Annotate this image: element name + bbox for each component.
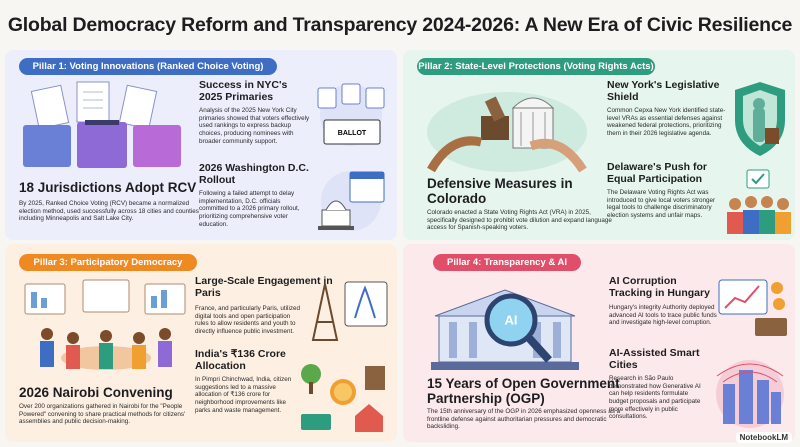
item-heading: AI-Assisted Smart Cities: [609, 347, 700, 371]
ballot-boxes-art: [23, 81, 181, 168]
brand-badge: NotebookLM: [735, 432, 792, 443]
item-heading: Success in NYC's 2025 Primaries: [199, 79, 288, 103]
art-label: BALLOT: [338, 130, 367, 137]
item-body: Hungary's integrity Authority deployed a…: [609, 304, 717, 327]
smart-city-art: [716, 360, 784, 428]
feature-heading: 15 Years of Open Government Partnership …: [427, 376, 620, 406]
item-body: France, and particularly Paris, utilized…: [195, 305, 300, 336]
pillar-label: Pillar 3: Participatory Democracy: [19, 254, 197, 271]
item-heading: Large-Scale Engagement in Paris: [195, 275, 333, 299]
funds-art: [718, 279, 787, 336]
pillar-panel: Pillar 3: Participatory Democracy 2026 N…: [5, 244, 397, 442]
feature-heading: Defensive Measures in Colorado: [427, 176, 573, 206]
art-label: AI: [505, 312, 518, 327]
pillar-label: Pillar 1: Voting Innovations (Ranked Cho…: [19, 58, 277, 75]
item-heading: 2026 Washington D.C. Rollout: [199, 162, 309, 186]
item-heading: Delaware's Push for Equal Participation: [607, 161, 707, 185]
liberty-shield-art: [735, 82, 785, 156]
feature-body: The 15th anniversary of the OGP in 2026 …: [427, 408, 621, 431]
title: Global Democracy Reform and Transparency…: [7, 14, 793, 36]
assembly-art: [24, 279, 186, 370]
courthouse-art: [427, 92, 587, 173]
item-heading: India's ₹136 Crore Allocation: [195, 348, 286, 372]
item-heading: New York's Legislative Shield: [607, 79, 720, 103]
item-body: Following a failed attempt to delay impl…: [199, 190, 300, 228]
item-body: Analysis of the 2025 New York City prima…: [199, 107, 310, 145]
crowd-art: [727, 169, 791, 234]
feature-heading: 18 Jurisdictions Adopt RCV: [19, 180, 197, 195]
ballot-art: BALLOT: [317, 83, 385, 146]
feature-body: Over 200 organizations gathered in Nairo…: [19, 403, 186, 426]
pillar-panel: Pillar 2: State-Level Protections (Votin…: [403, 50, 795, 240]
paris-art: [311, 281, 388, 341]
pillar-panel: Pillar 1: Voting Innovations (Ranked Cho…: [5, 50, 397, 240]
item-body: Common Cepxa New York identified state-l…: [607, 107, 726, 138]
pillar-label: Pillar 4: Transparency & AI: [433, 254, 581, 271]
item-body: In Pimpri Chinchwad, India, citizen sugg…: [195, 376, 292, 414]
item-body: The Delaware Voting Rights Act was intro…: [607, 189, 716, 220]
feature-body: Colorado enacted a State Voting Rights A…: [427, 209, 612, 232]
feature-body: By 2025, Ranked Choice Voting (RCV) beca…: [19, 200, 199, 223]
item-body: Research in São Paulo demonstrated how G…: [609, 375, 701, 421]
item-heading: AI Corruption Tracking in Hungary: [609, 275, 710, 299]
capitol-calendar-art: [318, 171, 385, 231]
feature-heading: 2026 Nairobi Convening: [19, 385, 173, 400]
pillar-panel: Pillar 4: Transparency & AI AI 15 Years …: [403, 244, 795, 442]
neighborhood-art: [301, 364, 385, 432]
government-art: AI: [431, 289, 579, 370]
pillar-label: Pillar 2: State-Level Protections (Votin…: [417, 58, 655, 75]
